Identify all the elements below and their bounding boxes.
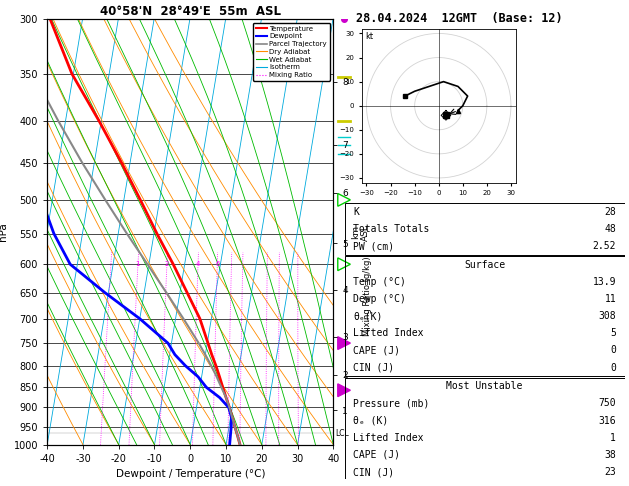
Text: Lifted Index: Lifted Index	[353, 328, 423, 338]
Text: 28: 28	[604, 207, 616, 217]
Text: 316: 316	[599, 416, 616, 426]
Text: 1: 1	[610, 433, 616, 443]
Text: CIN (J): CIN (J)	[353, 363, 394, 373]
Text: kt: kt	[365, 32, 373, 41]
Text: 11: 11	[604, 294, 616, 304]
Text: 13.9: 13.9	[593, 277, 616, 287]
Text: Mixing Ratio (g/kg): Mixing Ratio (g/kg)	[364, 256, 372, 336]
Text: CAPE (J): CAPE (J)	[353, 346, 400, 355]
Legend: Temperature, Dewpoint, Parcel Trajectory, Dry Adiabat, Wet Adiabat, Isotherm, Mi: Temperature, Dewpoint, Parcel Trajectory…	[253, 23, 330, 81]
Polygon shape	[338, 337, 350, 349]
Text: CAPE (J): CAPE (J)	[353, 450, 400, 460]
Text: 4: 4	[196, 261, 200, 267]
Text: 1: 1	[136, 261, 140, 267]
Text: Temp (°C): Temp (°C)	[353, 277, 406, 287]
Text: 0: 0	[610, 346, 616, 355]
Text: K: K	[353, 207, 359, 217]
Title: 40°58'N  28°49'E  55m  ASL: 40°58'N 28°49'E 55m ASL	[100, 5, 281, 18]
Text: Totals Totals: Totals Totals	[353, 224, 430, 234]
Text: θₑ(K): θₑ(K)	[353, 311, 382, 321]
Y-axis label: hPa: hPa	[0, 223, 8, 242]
Text: Most Unstable: Most Unstable	[447, 381, 523, 391]
Text: 0: 0	[610, 363, 616, 373]
Text: 6: 6	[215, 261, 220, 267]
Text: 750: 750	[599, 399, 616, 408]
X-axis label: Dewpoint / Temperature (°C): Dewpoint / Temperature (°C)	[116, 469, 265, 479]
Text: 28.04.2024  12GMT  (Base: 12): 28.04.2024 12GMT (Base: 12)	[356, 12, 562, 25]
Text: LCL: LCL	[335, 429, 348, 438]
Text: 2.52: 2.52	[593, 241, 616, 251]
Text: Pressure (mb): Pressure (mb)	[353, 399, 430, 408]
Text: 2: 2	[165, 261, 169, 267]
Text: Surface: Surface	[464, 260, 505, 270]
Text: PW (cm): PW (cm)	[353, 241, 394, 251]
Text: 48: 48	[604, 224, 616, 234]
Text: Lifted Index: Lifted Index	[353, 433, 423, 443]
Text: 23: 23	[604, 467, 616, 477]
Text: 308: 308	[599, 311, 616, 321]
Text: Dewp (°C): Dewp (°C)	[353, 294, 406, 304]
Text: CIN (J): CIN (J)	[353, 467, 394, 477]
Text: 38: 38	[604, 450, 616, 460]
Polygon shape	[338, 384, 350, 397]
Y-axis label: km
ASL: km ASL	[351, 224, 370, 241]
Text: 5: 5	[610, 328, 616, 338]
Text: θₑ (K): θₑ (K)	[353, 416, 388, 426]
